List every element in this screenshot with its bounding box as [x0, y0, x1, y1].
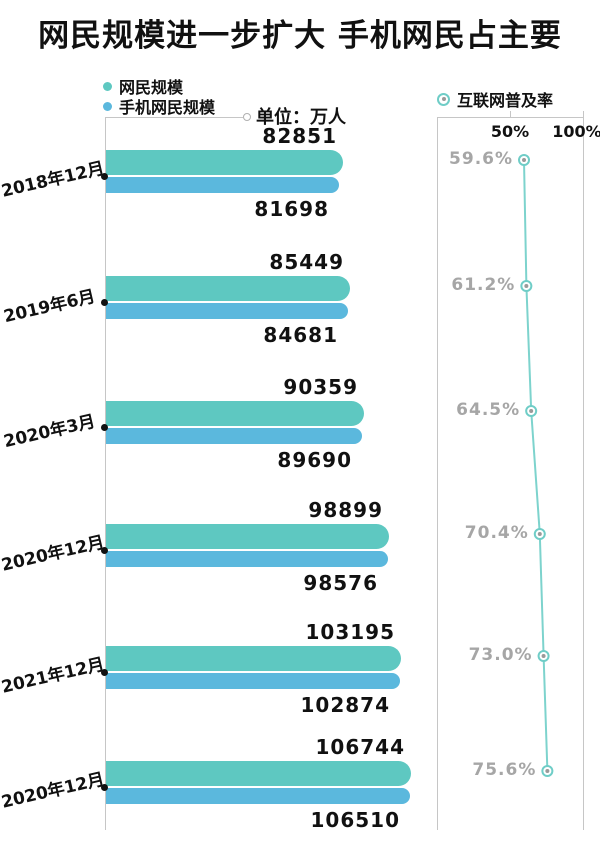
legend-item-netizen-scale: 网民规模: [103, 76, 215, 97]
unit-label: 单位：万人: [256, 107, 346, 128]
category-label: 2021年12月: [0, 654, 107, 698]
legend-label-mobile-netizen-scale: 手机网民规模: [119, 98, 216, 117]
legend-label-netizen-scale: 网民规模: [119, 78, 184, 97]
data-point-core: [541, 654, 546, 658]
bar-netizen-scale: [106, 646, 401, 671]
data-point-core: [522, 158, 527, 162]
line-chart-left-border: [437, 117, 438, 830]
axis-dot: [101, 299, 108, 306]
ring-marker-core: [441, 97, 446, 101]
data-point-core: [537, 532, 542, 536]
axis-tick-label-50: 50%: [490, 122, 530, 141]
bar-netizen-scale: [106, 524, 389, 549]
bar-mobile-netizen-scale: [106, 428, 362, 444]
data-point-core: [545, 769, 550, 773]
blue-dot-icon: [103, 101, 112, 111]
value-label-mobile: 98576: [303, 571, 378, 595]
axis-tick-50: [510, 111, 511, 117]
penetration-trend-line-chart: [518, 154, 554, 777]
line-chart-top-axis: [437, 117, 584, 118]
legend-item-mobile-netizen-scale: 手机网民规模: [103, 96, 216, 117]
value-label-mobile: 81698: [254, 197, 329, 221]
bar-chart-legend: 网民规模 手机网民规模: [103, 76, 216, 117]
line-chart-legend: 互联网普及率: [437, 87, 553, 111]
value-label-netizen: 85449: [269, 250, 344, 274]
value-label-mobile: 84681: [263, 323, 338, 347]
unit-callout-circle-icon: [243, 113, 251, 121]
bar-chart-axis-line: [105, 117, 106, 830]
value-label-mobile: 102874: [300, 693, 390, 717]
bar-netizen-scale: [106, 276, 350, 301]
bar-mobile-netizen-scale: [106, 303, 348, 319]
bar-mobile-netizen-scale: [106, 551, 388, 567]
unit-callout-line: [105, 117, 243, 118]
category-label: 2019年6月: [1, 286, 98, 328]
category-label: 2018年12月: [0, 158, 107, 202]
value-label-netizen: 98899: [308, 498, 383, 522]
axis-tick-100: [583, 111, 584, 117]
data-point-core: [529, 409, 534, 413]
value-label-mobile: 89690: [277, 448, 352, 472]
value-label-netizen: 82851: [262, 124, 337, 148]
axis-tick-label-100: 100%: [552, 122, 600, 141]
axis-dot: [101, 173, 108, 180]
value-label-mobile: 106510: [310, 808, 400, 832]
category-label: 2020年3月: [1, 411, 98, 453]
category-label: 2020年12月: [0, 769, 107, 813]
axis-dot: [101, 669, 108, 676]
ring-marker-icon: [437, 92, 450, 106]
bar-netizen-scale: [106, 761, 411, 786]
value-label-netizen: 106744: [315, 735, 405, 759]
bar-mobile-netizen-scale: [106, 177, 339, 193]
value-label-netizen: 90359: [283, 375, 358, 399]
bar-mobile-netizen-scale: [106, 673, 400, 689]
axis-dot: [101, 784, 108, 791]
value-label-netizen: 103195: [305, 620, 395, 644]
axis-dot: [101, 547, 108, 554]
line-chart-right-border: [583, 117, 584, 830]
penetration-rate-line: [523, 159, 549, 772]
data-point-core: [524, 284, 529, 288]
bar-netizen-scale: [106, 401, 364, 426]
page-title: 网民规模进一步扩大 手机网民占主要: [38, 18, 562, 54]
legend-label-penetration-rate: 互联网普及率: [457, 91, 554, 110]
teal-dot-icon: [103, 81, 112, 91]
axis-dot: [101, 424, 108, 431]
bar-mobile-netizen-scale: [106, 788, 410, 804]
bar-netizen-scale: [106, 150, 343, 175]
category-label: 2020年12月: [0, 532, 107, 576]
